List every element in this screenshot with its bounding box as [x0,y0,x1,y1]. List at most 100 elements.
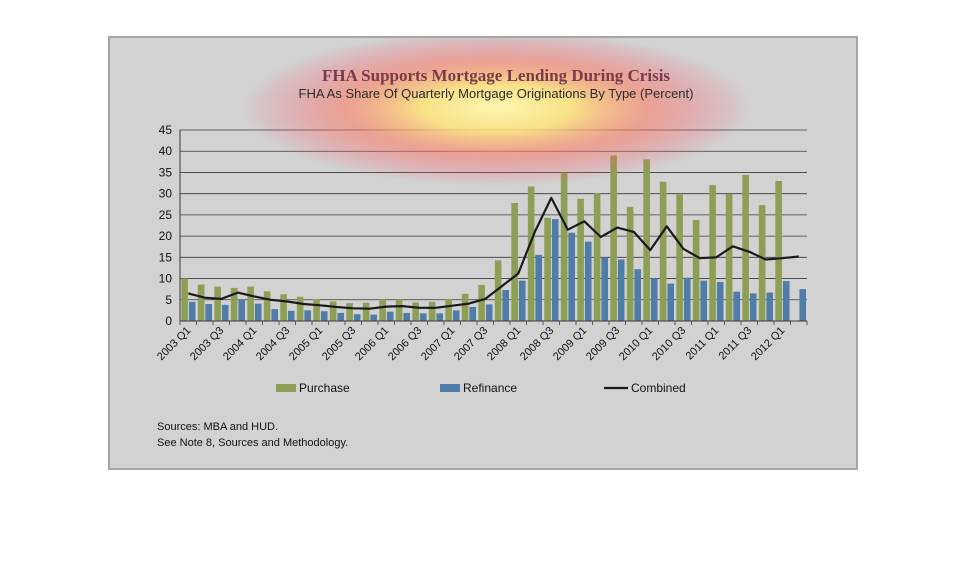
refinance-bar [436,313,444,321]
purchase-bar [659,181,667,321]
refinance-bar [683,277,691,321]
refinance-bar [485,304,493,321]
combined-line [188,196,799,310]
refinance-bar [799,289,807,321]
purchase-bar [610,155,617,321]
purchase-bar [544,217,551,321]
purchase-bar [626,206,634,321]
legend-label-purchase: Purchase [299,381,350,395]
purchase-bar [643,159,650,321]
refinance-bar [568,232,576,321]
legend: Purchase Refinance Combined [276,381,686,395]
purchase-bar [593,193,601,321]
highlight-glow [242,38,752,186]
refinance-bar [716,281,724,321]
x-tick-label: 2005 Q1 [287,325,325,363]
x-tick-label: 2005 Q3 [320,325,358,363]
refinance-bar [782,281,790,321]
purchase-bar [676,194,683,321]
refinance-bar [535,254,543,321]
refinance-bar [370,314,378,321]
purchase-bar [775,180,782,321]
purchase-bar [329,301,337,321]
refinance-bar [320,311,328,321]
purchase-bar [412,302,419,321]
refinance-bar [733,291,741,321]
refinance-bar [502,290,510,321]
purchase-bar [478,284,485,321]
x-tick-label: 2008 Q3 [518,325,556,363]
y-tick-label: 15 [159,250,173,264]
x-tick-label: 2004 Q1 [221,325,259,363]
legend-swatch-refinance [440,384,460,392]
chart-frame: 0 5 10 15 20 25 30 35 40 45 2003 Q1 2003 Q3 2004 Q1 2… [108,36,858,470]
refinance-bar [452,310,460,321]
source-line-1: Sources: MBA and HUD. [157,421,278,433]
purchase-bar [560,172,568,321]
refinance-bar [518,280,526,321]
purchase-bar [742,174,749,321]
x-tick-label: 2011 Q3 [717,325,755,363]
refinance-bar [205,304,213,321]
x-tick-label: 2012 Q1 [749,325,787,363]
x-tick-label: 2007 Q1 [419,325,457,363]
refinance-bar [353,314,361,321]
y-tick-label: 35 [159,165,173,179]
chart-subtitle: FHA As Share Of Quarterly Mortgage Origi… [299,86,694,101]
bars-layer [181,155,807,321]
refinance-bar [419,313,427,321]
refinance-bar [551,219,559,321]
x-tick-label: 2003 Q1 [155,325,193,363]
refinance-bar [749,293,757,321]
x-tick-label: 2006 Q3 [386,325,424,363]
x-tick-label: 2004 Q3 [254,325,292,363]
purchase-bar [577,198,584,321]
y-tick-label: 40 [159,144,173,158]
y-tick-label: 0 [165,314,172,328]
refinance-bar [386,311,394,321]
refinance-bar [617,259,625,321]
x-tick-label: 2011 Q1 [684,325,722,363]
x-tick-label: 2008 Q1 [485,325,523,363]
purchase-bar [428,301,436,321]
purchase-bar [379,299,386,321]
purchase-bar [709,185,716,321]
y-tick-label: 10 [159,272,173,286]
refinance-bar [634,269,642,321]
purchase-bar [280,294,287,321]
purchase-bar [494,260,502,321]
purchase-bar [197,284,205,321]
purchase-bar [247,286,254,321]
purchase-bar [725,194,733,321]
chart-title: FHA Supports Mortgage Lending During Cri… [322,66,670,85]
purchase-bar [214,286,221,321]
refinance-bar [337,312,345,321]
purchase-bar [362,302,370,321]
purchase-bar [395,299,403,321]
y-tick-label: 5 [165,293,172,307]
source-line-2: See Note 8, Sources and Methodology. [157,437,348,449]
x-tick-label: 2003 Q3 [188,325,226,363]
line-layer [188,196,799,310]
legend-label-refinance: Refinance [463,381,517,395]
y-tick-label: 25 [159,208,173,222]
refinance-bar [221,304,229,321]
refinance-bar [601,257,609,321]
purchase-bar [313,299,320,321]
legend-label-combined: Combined [631,381,686,395]
refinance-bar [287,310,295,321]
purchase-bar [181,278,188,321]
purchase-bar [263,291,271,321]
refinance-bar [254,303,262,321]
x-tick-label: 2009 Q1 [551,325,589,363]
purchase-bar [461,293,469,321]
purchase-bar [445,298,452,321]
x-tick-label: 2006 Q1 [353,325,391,363]
x-tick-label: 2010 Q1 [617,325,655,363]
purchase-bar [346,303,353,321]
x-tick-label: 2010 Q3 [650,325,688,363]
purchase-bar [296,296,304,321]
refinance-bar [700,280,708,321]
purchase-bar [758,205,766,321]
